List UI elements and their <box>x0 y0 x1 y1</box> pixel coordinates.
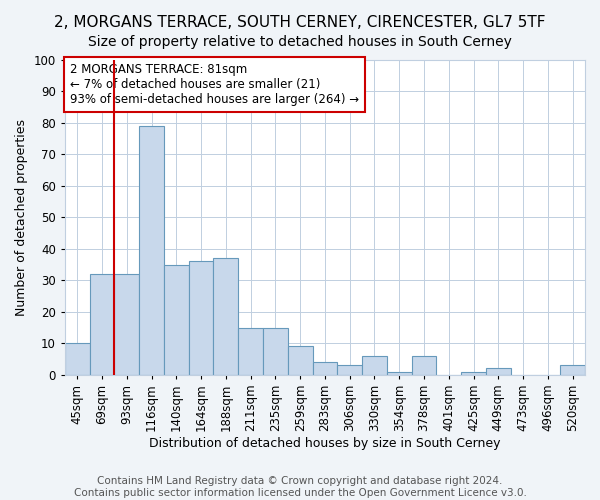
X-axis label: Distribution of detached houses by size in South Cerney: Distribution of detached houses by size … <box>149 437 500 450</box>
Y-axis label: Number of detached properties: Number of detached properties <box>15 119 28 316</box>
Bar <box>139 126 164 375</box>
Bar <box>337 366 362 375</box>
Text: 2 MORGANS TERRACE: 81sqm
← 7% of detached houses are smaller (21)
93% of semi-de: 2 MORGANS TERRACE: 81sqm ← 7% of detache… <box>70 63 359 106</box>
Bar <box>362 356 387 375</box>
Bar <box>486 368 511 375</box>
Bar <box>560 366 585 375</box>
Bar <box>263 328 288 375</box>
Text: Size of property relative to detached houses in South Cerney: Size of property relative to detached ho… <box>88 35 512 49</box>
Bar <box>387 372 412 375</box>
Bar <box>89 274 115 375</box>
Bar <box>461 372 486 375</box>
Bar <box>313 362 337 375</box>
Bar <box>115 274 139 375</box>
Bar <box>412 356 436 375</box>
Text: 2, MORGANS TERRACE, SOUTH CERNEY, CIRENCESTER, GL7 5TF: 2, MORGANS TERRACE, SOUTH CERNEY, CIRENC… <box>54 15 546 30</box>
Bar <box>65 344 89 375</box>
Bar <box>288 346 313 375</box>
Text: Contains HM Land Registry data © Crown copyright and database right 2024.
Contai: Contains HM Land Registry data © Crown c… <box>74 476 526 498</box>
Bar <box>188 262 214 375</box>
Bar <box>238 328 263 375</box>
Bar <box>164 264 188 375</box>
Bar <box>214 258 238 375</box>
